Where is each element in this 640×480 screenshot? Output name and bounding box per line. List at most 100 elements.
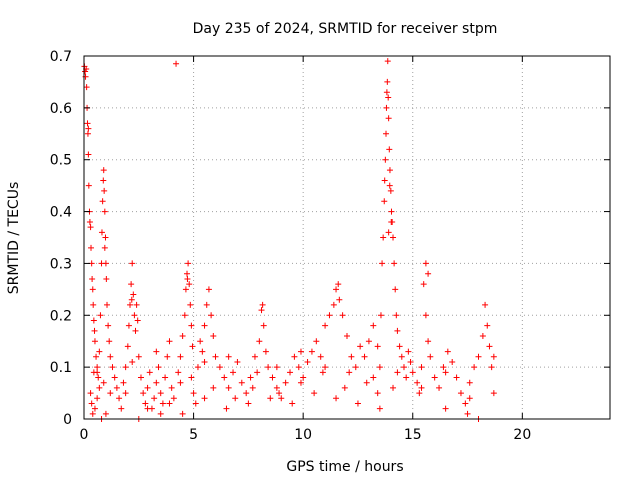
- data-point: [482, 301, 489, 308]
- data-point: [374, 390, 381, 397]
- data-point: [232, 395, 239, 402]
- data-point: [381, 177, 388, 184]
- data-point: [269, 374, 276, 381]
- data-point: [122, 390, 129, 397]
- x-axis-ticks: 0 5 10 15 20: [80, 56, 531, 443]
- data-point: [394, 327, 401, 334]
- data-point: [130, 291, 137, 298]
- data-point: [151, 395, 158, 402]
- data-point: [85, 182, 92, 189]
- data-point: [297, 379, 304, 386]
- data-point: [386, 182, 393, 189]
- data-point: [405, 348, 412, 355]
- data-point: [94, 369, 101, 376]
- data-point: [403, 374, 410, 381]
- data-point: [335, 281, 342, 288]
- data-point: [192, 400, 199, 407]
- data-point: [98, 229, 105, 236]
- data-point: [84, 120, 91, 127]
- data-point: [201, 358, 208, 365]
- data-point: [106, 338, 113, 345]
- data-point: [304, 358, 311, 365]
- data-point: [416, 390, 423, 397]
- data-point: [190, 390, 197, 397]
- data-point: [488, 364, 495, 371]
- data-point: [300, 374, 307, 381]
- data-point: [381, 198, 388, 205]
- data-point: [425, 270, 432, 277]
- data-point: [212, 353, 219, 360]
- data-point: [105, 322, 112, 329]
- data-point: [146, 369, 153, 376]
- data-point: [201, 395, 208, 402]
- data-point: [344, 333, 350, 340]
- data-point: [175, 369, 182, 376]
- data-point: [386, 167, 393, 174]
- data-point: [201, 322, 208, 329]
- data-point: [164, 353, 171, 360]
- data-point: [87, 224, 94, 231]
- data-point: [230, 369, 237, 376]
- data-point: [153, 379, 160, 386]
- data-point: [223, 405, 230, 412]
- data-point: [185, 260, 192, 267]
- data-point: [133, 301, 140, 308]
- y-tick-label: 0.7: [50, 49, 72, 65]
- data-point: [322, 322, 329, 329]
- data-point: [157, 410, 164, 417]
- data-point: [120, 379, 127, 386]
- data-point: [377, 312, 384, 319]
- data-point: [203, 301, 210, 308]
- data-point: [100, 177, 107, 184]
- y-tick-label: 0.1: [50, 360, 72, 376]
- data-point: [330, 301, 337, 308]
- data-point: [128, 281, 135, 288]
- data-point: [278, 395, 285, 402]
- data-point: [388, 208, 395, 215]
- data-point: [111, 374, 118, 381]
- y-tick-label: 0.4: [50, 205, 72, 221]
- data-point: [333, 395, 340, 402]
- data-point: [179, 333, 186, 340]
- data-point: [142, 400, 149, 407]
- data-point: [221, 374, 228, 381]
- data-point: [89, 275, 96, 282]
- chart-title: Day 235 of 2024, SRMTID for receiver stp…: [193, 21, 498, 37]
- data-point: [313, 338, 320, 345]
- x-tick-label: 0: [80, 427, 89, 443]
- data-point: [166, 400, 173, 407]
- data-point: [484, 322, 491, 329]
- data-point: [144, 405, 151, 412]
- data-point: [90, 301, 97, 308]
- data-point: [444, 348, 451, 355]
- data-point: [194, 364, 201, 371]
- data-point: [464, 410, 471, 417]
- data-point: [260, 322, 267, 329]
- data-point: [125, 322, 132, 329]
- data-point: [168, 384, 175, 391]
- data-point: [449, 358, 456, 365]
- data-point: [391, 260, 398, 267]
- data-point: [177, 353, 184, 360]
- data-point: [93, 353, 100, 360]
- data-point: [267, 395, 274, 402]
- data-point: [102, 410, 109, 417]
- data-point: [361, 353, 368, 360]
- data-point: [273, 384, 280, 391]
- data-point: [127, 301, 134, 308]
- data-point: [479, 333, 486, 340]
- data-point: [109, 364, 116, 371]
- data-point: [101, 244, 108, 251]
- data-point: [365, 338, 372, 345]
- data-point: [131, 312, 138, 319]
- data-point: [177, 379, 184, 386]
- data-point: [186, 281, 193, 288]
- data-point: [385, 94, 392, 101]
- data-point: [427, 353, 434, 360]
- data-point: [379, 260, 386, 267]
- data-point: [210, 333, 217, 340]
- data-point: [354, 400, 361, 407]
- data-point: [96, 384, 103, 391]
- data-point: [88, 400, 95, 407]
- data-point: [128, 296, 135, 303]
